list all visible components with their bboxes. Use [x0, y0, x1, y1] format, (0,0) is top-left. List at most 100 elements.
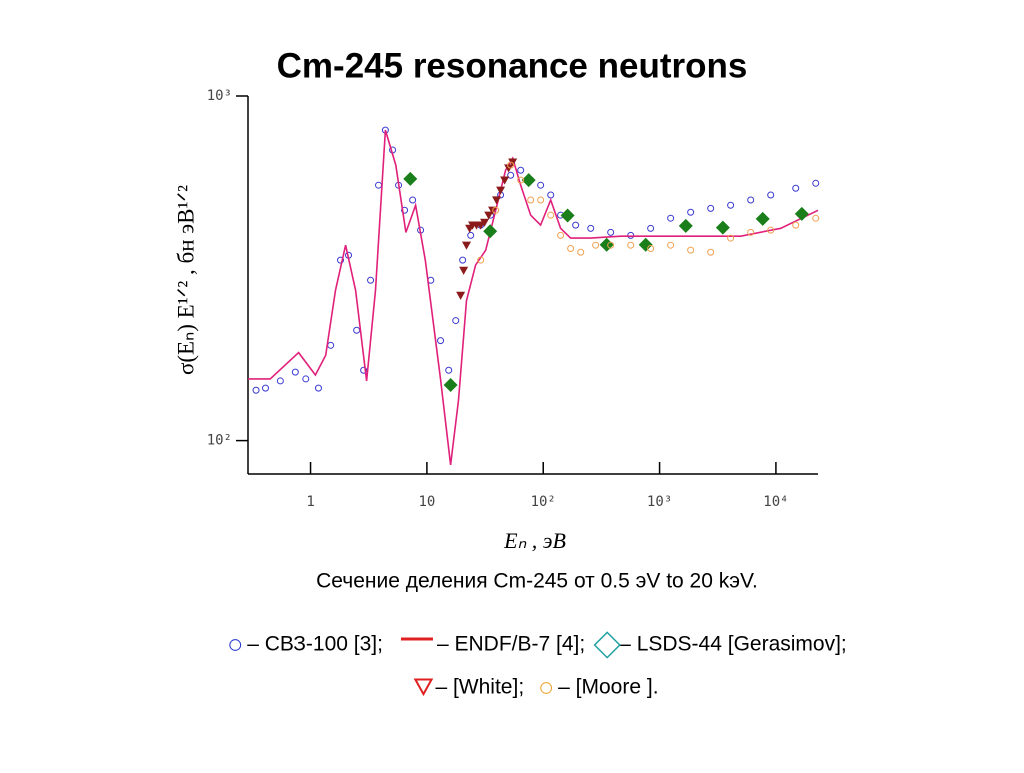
point: [327, 341, 335, 349]
point: [302, 375, 310, 383]
point: [459, 266, 469, 275]
point: [375, 181, 383, 189]
point: [367, 276, 375, 284]
point: [537, 181, 545, 189]
legend-label: – LSDS-44 [Gerasimov];: [619, 633, 847, 656]
point: [456, 291, 466, 300]
point: [459, 256, 467, 264]
point: [747, 196, 755, 204]
legend-symbol: [593, 631, 621, 659]
point: [812, 214, 820, 222]
point: [792, 184, 800, 192]
point: [480, 218, 490, 227]
point: [587, 224, 595, 232]
point: [517, 176, 525, 184]
x-tick-label: 10³: [647, 494, 672, 510]
point: [353, 326, 361, 334]
point: [452, 317, 460, 325]
caption: Сечение деления Cm-245 от 0.5 эV to 20 k…: [316, 570, 758, 593]
point: [521, 173, 536, 188]
point: [767, 191, 775, 199]
point: [794, 206, 809, 221]
point: [627, 241, 635, 249]
x-tick-label: 10: [418, 494, 435, 510]
point: [314, 384, 322, 392]
point: [687, 246, 695, 254]
point: [747, 228, 755, 236]
x-tick-label: 1: [306, 494, 314, 510]
point: [492, 206, 500, 214]
y-tick-label: 10³: [207, 88, 232, 104]
point: [572, 221, 580, 229]
point: [461, 241, 471, 250]
point: [547, 211, 555, 219]
legend-label: – [White];: [435, 676, 524, 699]
point: [403, 171, 418, 186]
point: [592, 241, 600, 249]
point: [537, 196, 545, 204]
legend-symbol: [540, 682, 553, 694]
point: [276, 377, 284, 385]
point: [496, 186, 506, 195]
legend-label: – [Moore ].: [558, 676, 658, 699]
point: [577, 248, 585, 256]
point: [484, 211, 494, 220]
point: [678, 218, 693, 233]
point: [291, 368, 299, 376]
point: [767, 226, 775, 234]
point: [560, 208, 575, 223]
point: [547, 191, 555, 199]
point: [252, 386, 260, 394]
point: [445, 366, 453, 374]
point: [483, 224, 498, 239]
x-axis-label: Eₙ , эВ: [503, 528, 566, 553]
point: [477, 256, 485, 264]
point: [707, 204, 715, 212]
point: [812, 179, 820, 187]
point: [792, 221, 800, 229]
point: [500, 176, 510, 185]
point: [507, 171, 515, 179]
legend-symbol: [413, 678, 434, 697]
point: [599, 237, 614, 252]
point: [727, 201, 735, 209]
point: [647, 224, 655, 232]
y-tick-label: 10²: [207, 433, 232, 449]
point: [443, 377, 458, 392]
point: [517, 166, 525, 174]
point: [627, 231, 635, 239]
point: [607, 241, 615, 249]
point: [667, 214, 675, 222]
point: [707, 248, 715, 256]
point: [337, 256, 345, 264]
legend-symbol: [229, 639, 242, 651]
point: [492, 196, 502, 205]
point: [360, 366, 368, 374]
point: [715, 220, 730, 235]
legend-label: – ENDF/B-7 [4];: [437, 633, 585, 656]
series-points: [477, 161, 820, 264]
x-tick-label: 10⁴: [763, 494, 788, 510]
point: [727, 234, 735, 242]
point: [401, 206, 409, 214]
point: [567, 244, 575, 252]
point: [261, 384, 269, 392]
legend-label: – СВЗ-100 [3];: [247, 633, 383, 656]
point: [647, 244, 655, 252]
point: [607, 228, 615, 236]
point: [504, 164, 514, 173]
point: [667, 241, 675, 249]
series-line: [248, 129, 819, 465]
series-points: [252, 126, 820, 394]
chart-title: Cm-245 resonance neutrons: [277, 46, 748, 85]
point: [507, 161, 515, 169]
series-points: [403, 171, 809, 392]
point: [437, 337, 445, 345]
legend-row: – [White]; – [Moore ].: [413, 676, 659, 699]
legend-row: – СВЗ-100 [3]; – ENDF/B-7 [4]; – LSDS-44 […: [229, 631, 847, 659]
point: [638, 237, 653, 252]
point: [527, 196, 535, 204]
point: [409, 196, 417, 204]
